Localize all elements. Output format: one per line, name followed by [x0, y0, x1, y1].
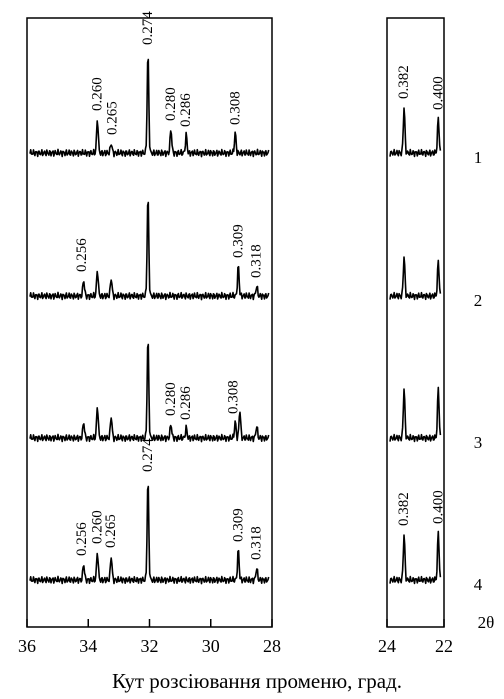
peak-label: 0.280: [163, 87, 179, 121]
trace-series-4-left: [29, 485, 270, 585]
x-axis-label: Кут розсіювання променю, град.: [112, 669, 402, 693]
x-tick-label: 34: [79, 636, 97, 656]
series-label-1: 1: [474, 148, 483, 167]
panel-frame-right: [386, 17, 445, 628]
series-label-2: 2: [474, 291, 483, 310]
peak-label: 0.265: [103, 514, 119, 548]
trace-series-2-right: [389, 256, 442, 301]
series-label-3: 3: [474, 433, 483, 452]
x-axis-ticks: 36 34 32 30 28 24 22: [18, 619, 453, 656]
peak-label: 0.309: [230, 508, 246, 542]
peak-label: 0.260: [89, 77, 105, 111]
series-labels: 1 2 3 4: [474, 148, 483, 594]
peak-label: 0.280: [163, 382, 179, 416]
peak-label: 0.256: [74, 522, 90, 556]
series-label-4: 4: [474, 575, 483, 594]
trace-series-3-right: [389, 386, 442, 443]
trace-series-1-right: [389, 107, 442, 158]
peak-label: 0.274: [140, 438, 156, 472]
peak-label: 0.286: [178, 386, 194, 420]
x-tick-label: 36: [18, 636, 36, 656]
peak-label: 0.400: [430, 490, 446, 524]
trace-series-4-right: [389, 530, 442, 585]
peak-label: 0.256: [74, 238, 90, 272]
peak-label: 0.274: [140, 11, 156, 45]
trace-series-1-left: [29, 58, 270, 158]
peak-label: 0.265: [105, 101, 121, 135]
trace-series-3-left: [29, 343, 270, 443]
peak-label: 0.286: [178, 93, 194, 127]
x-tick-label: 30: [202, 636, 220, 656]
trace-series-2-left: [29, 201, 270, 301]
peak-label: 0.382: [396, 65, 412, 99]
peak-label: 0.309: [230, 224, 246, 258]
x-tick-label: 22: [435, 636, 453, 656]
peak-label: 0.318: [249, 526, 265, 560]
peak-label: 0.318: [249, 244, 265, 278]
two-theta-symbol: 2θ: [478, 613, 495, 632]
x-tick-label: 32: [141, 636, 159, 656]
x-tick-label: 28: [263, 636, 281, 656]
peak-label: 0.308: [226, 380, 242, 414]
x-tick-label: 24: [378, 636, 396, 656]
peak-label: 0.400: [430, 76, 446, 110]
peak-label: 0.308: [227, 91, 243, 125]
peak-label: 0.260: [89, 510, 105, 544]
diffraction-traces: [29, 58, 442, 585]
peak-label: 0.382: [396, 492, 412, 526]
